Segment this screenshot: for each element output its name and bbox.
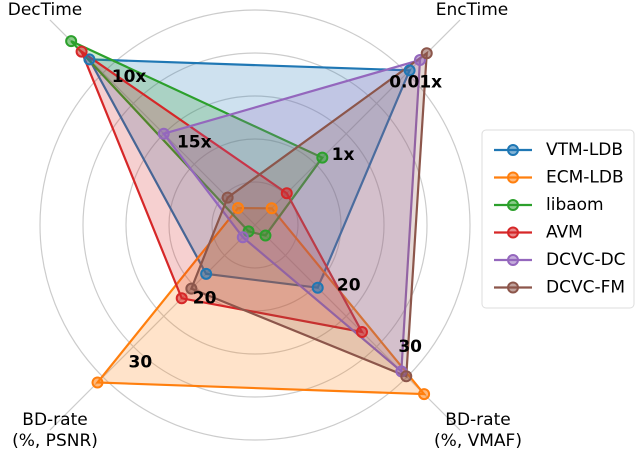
marker (418, 388, 431, 401)
marker (175, 292, 188, 305)
marker (200, 267, 213, 280)
tick-label: 15x (177, 132, 212, 152)
legend-marker (507, 144, 519, 156)
marker (420, 47, 433, 60)
legend-marker (507, 226, 519, 239)
tick-label: 30 (129, 353, 153, 373)
marker (221, 191, 234, 204)
axis-label: EncTime (436, 0, 508, 20)
marker (265, 202, 278, 215)
rings (39, 9, 471, 441)
legend-label: ECM-LDB (546, 168, 624, 188)
legend-marker (507, 199, 519, 211)
tick-label: 0.01x (389, 72, 442, 92)
ring (211, 181, 299, 269)
legend-marker (507, 171, 519, 184)
marker (400, 370, 413, 383)
marker (232, 202, 245, 215)
legend: VTM-LDB ECM-LDB libaom AVM DCVC-DC DCVC-FM (481, 129, 635, 309)
marker (75, 45, 88, 58)
spoke (49, 224, 256, 431)
axis-label: DecTime (8, 0, 83, 20)
legend-marker (507, 281, 519, 294)
legend-label: AVM (546, 223, 583, 243)
marker (403, 64, 416, 77)
marker (185, 282, 198, 295)
marker (316, 151, 329, 164)
ring (125, 95, 385, 355)
marker (65, 35, 78, 48)
axis-label: (%, PSNR) (12, 431, 98, 451)
axis-label: (%, VMAF) (434, 431, 522, 451)
marker (355, 325, 368, 338)
marker (157, 127, 170, 140)
tick-label: 10x (112, 67, 147, 87)
ring (39, 9, 471, 441)
marker (83, 53, 96, 66)
legend-marker (507, 254, 519, 266)
axis-label: BD-rate (22, 410, 87, 430)
legend-label: DCVC-FM (546, 278, 625, 298)
tick-label: 1x (332, 145, 355, 165)
legend-label: VTM-LDB (546, 140, 623, 160)
ring (82, 52, 428, 398)
marker (236, 231, 249, 244)
marker (280, 187, 293, 200)
tick-label: 30 (398, 337, 422, 357)
marker (91, 376, 104, 389)
axis-label: BD-rate (445, 410, 510, 430)
marker (413, 54, 426, 67)
legend-frame (481, 129, 635, 309)
legend-label: DCVC-DC (546, 250, 626, 270)
tick-label: 20 (337, 276, 361, 296)
tick-label: 20 (193, 288, 217, 308)
legend-label: libaom (546, 195, 604, 215)
marker (311, 281, 324, 294)
marker (259, 229, 272, 242)
